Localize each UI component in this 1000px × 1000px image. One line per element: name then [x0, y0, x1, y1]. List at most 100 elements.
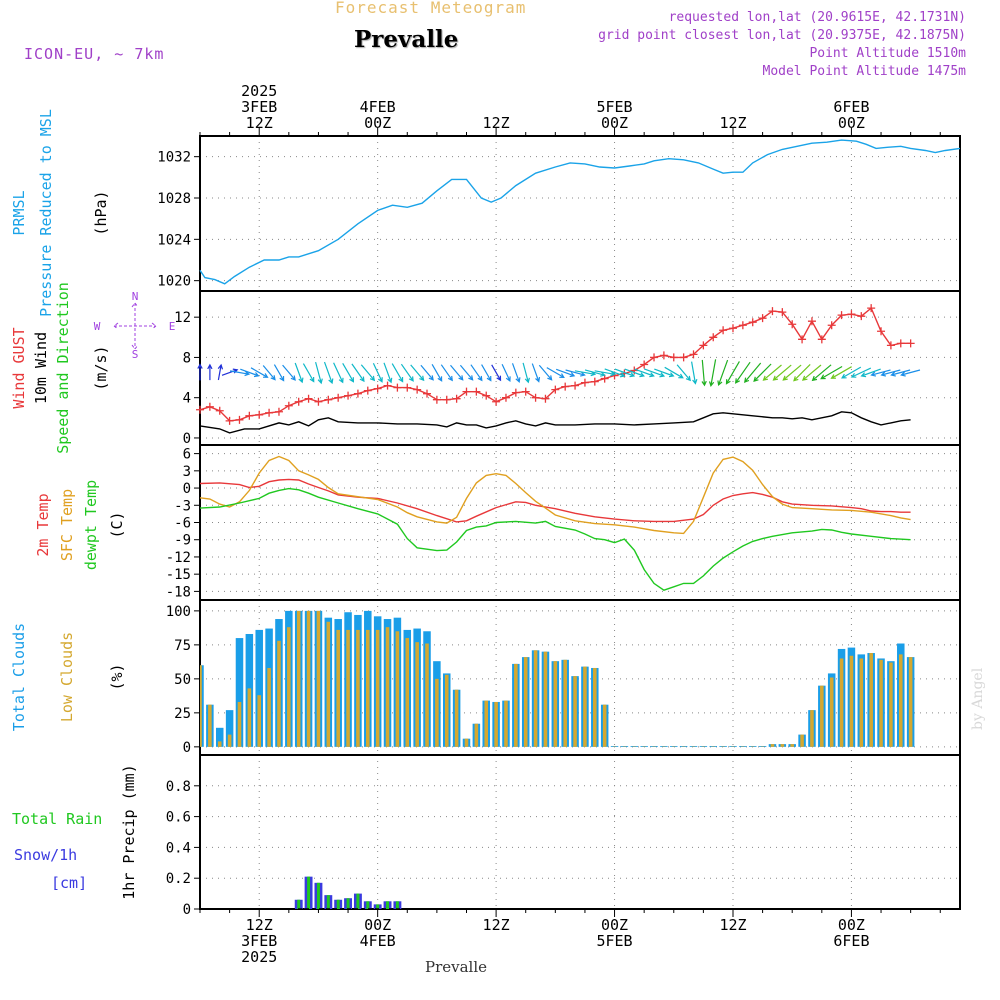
total-cloud-bar — [225, 710, 234, 747]
top-time-label: 4FEB — [360, 98, 396, 116]
low-cloud-bar — [583, 666, 587, 747]
gust-marker — [857, 312, 866, 321]
gust-marker — [304, 394, 313, 403]
wind-arrow — [624, 368, 645, 378]
gust-marker — [580, 378, 589, 387]
low-cloud-bar — [849, 655, 854, 747]
low-cloud-bar — [217, 741, 222, 747]
wind-arrow — [772, 364, 792, 381]
wind-arrow — [450, 364, 464, 381]
low-cloud-bar — [208, 704, 212, 747]
low-cloud-bar — [277, 640, 281, 747]
precip-unit-label: [cm] — [51, 874, 87, 892]
precip-axis-label: 1hr Precip (mm) — [120, 764, 138, 899]
gridpoint-coords: grid point closest lon,lat (20.9375E, 42… — [598, 28, 966, 43]
requested-coords: requested lon,lat (20.9615E, 42.1731N) — [668, 10, 966, 25]
rain-bar — [297, 899, 301, 909]
rain-bar — [316, 882, 320, 909]
low-cloud-bar — [326, 621, 331, 747]
rain-bar — [395, 901, 399, 909]
clouds-axis-label: (%) — [108, 663, 126, 690]
wind-arrow — [511, 363, 521, 383]
wind-arrow — [229, 370, 251, 377]
y-tick-label: 12 — [174, 310, 191, 326]
wind-axis-label: Wind GUST — [10, 327, 28, 408]
gust-line — [199, 306, 911, 422]
panel-precip: 0 0.2 0.4 0.6 0.8 — [166, 754, 961, 918]
low-cloud-bar — [514, 663, 518, 747]
bottom-time-label: 5FEB — [596, 932, 632, 950]
panel-wind: 0 4 8 12 — [174, 290, 961, 447]
bottom-time-label: 6FEB — [833, 932, 869, 950]
gust-marker — [778, 308, 787, 317]
wind-arrow — [262, 365, 276, 381]
low-cloud-bar — [790, 744, 794, 747]
gust-marker — [235, 415, 244, 424]
wind-arrow — [522, 362, 530, 384]
gust-marker — [205, 402, 214, 411]
pressure-axis-label: Pressure Reduced to MSL — [37, 109, 55, 317]
point-altitude: Point Altitude 1510m — [809, 46, 966, 61]
sfc-temp-line — [199, 455, 911, 535]
gust-marker — [225, 416, 234, 425]
wind-arrow — [890, 369, 911, 377]
temperature-axis-label: dewpt Temp — [82, 480, 100, 570]
gust-marker — [353, 389, 362, 398]
gust-marker — [847, 310, 856, 319]
top-time-label: 00Z — [838, 114, 865, 132]
gust-marker — [768, 307, 777, 316]
precip-snow-label: Snow/1h — [14, 846, 77, 864]
y-tick-label: 4 — [183, 391, 191, 407]
wind-axis-label: 10m Wind — [32, 332, 50, 404]
model-altitude: Model Point Altitude 1475m — [762, 64, 967, 79]
y-tick-label: 50 — [174, 672, 191, 688]
pressure-axis-label: PRMSL — [10, 190, 28, 235]
gust-marker — [738, 321, 747, 330]
low-cloud-bar — [296, 610, 301, 747]
y-tick-label: 25 — [174, 706, 191, 722]
y-tick-label: 8 — [183, 350, 191, 366]
gust-marker — [521, 387, 530, 396]
compass-rose — [113, 302, 157, 350]
wind-arrow — [555, 368, 576, 378]
wind-axis-label: Speed and Direction — [54, 282, 72, 454]
wind-arrow — [294, 362, 304, 384]
low-cloud-bar — [227, 734, 232, 747]
low-cloud-bar — [200, 665, 202, 747]
total-cloud-bar — [200, 665, 204, 747]
low-cloud-bar — [464, 738, 469, 747]
wind-arrow — [762, 364, 782, 381]
precip-rain-label: Total Rain — [12, 810, 102, 828]
wind-arrow — [614, 368, 636, 378]
rain-bar — [326, 895, 330, 909]
gust-marker — [709, 333, 718, 342]
wind-arrow — [546, 367, 565, 379]
gust-marker — [590, 377, 599, 386]
low-cloud-bar — [602, 704, 607, 747]
wind-arrow — [351, 363, 365, 383]
gust-marker — [393, 383, 402, 392]
low-cloud-bar — [435, 678, 439, 747]
top-time-label: 00Z — [601, 114, 628, 132]
gust-marker — [748, 318, 757, 327]
low-cloud-bar — [889, 662, 893, 747]
y-tick-label: 0 — [183, 902, 191, 918]
gust-marker — [719, 326, 728, 335]
wind-line — [199, 411, 911, 434]
wind-arrow — [820, 365, 843, 380]
low-cloud-bar — [287, 627, 291, 747]
low-cloud-bar — [356, 629, 360, 747]
gust-marker — [640, 360, 649, 369]
wind-arrow — [594, 370, 616, 377]
wind-arrow — [538, 364, 553, 381]
rain-bar — [376, 904, 380, 909]
low-cloud-bar — [829, 677, 834, 747]
y-tick-label: 100 — [166, 604, 191, 620]
y-tick-label: 6 — [183, 447, 191, 463]
low-cloud-bar — [494, 701, 498, 747]
wind-arrow — [197, 363, 203, 381]
gust-marker — [867, 304, 876, 313]
gust-marker — [699, 341, 708, 350]
low-cloud-bar — [553, 661, 558, 747]
bottom-time-label: 00Z — [601, 916, 628, 934]
